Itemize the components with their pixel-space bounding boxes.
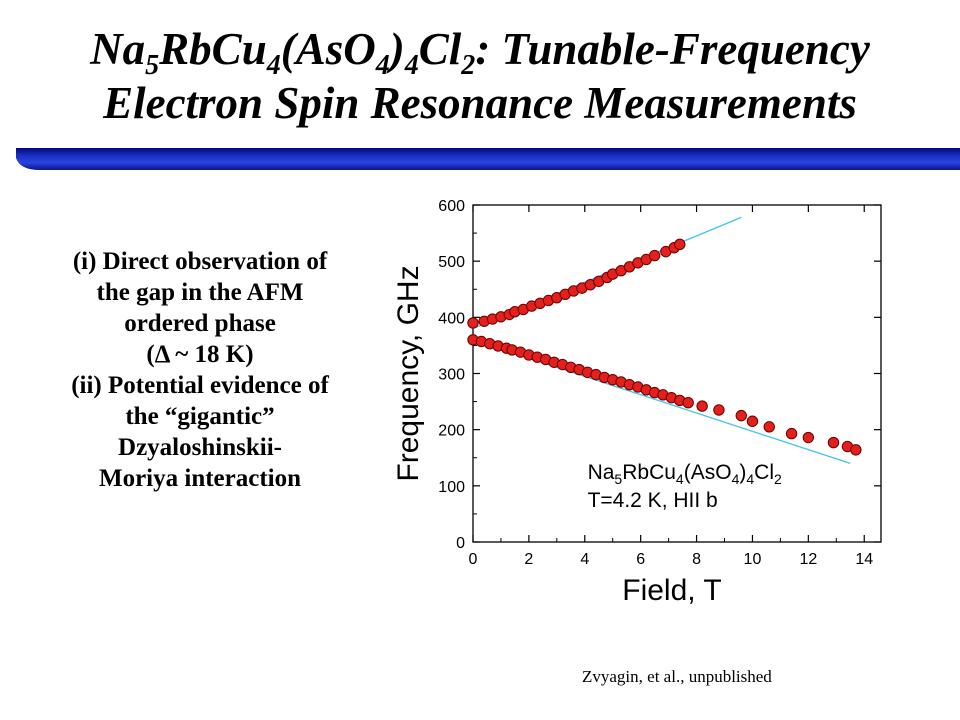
x-tick-label: 8 [692,551,701,568]
bullet-line: (ii) Potential evidence of [71,372,329,399]
slide-title-line1: Na5RbCu4(AsO4)4Cl2: Tunable-Frequency [90,24,870,80]
x-tick-label: 0 [469,551,478,568]
data-point [746,415,759,427]
chart-annotation-conditions: T=4.2 K, HII b [588,489,718,512]
data-point [467,317,479,329]
slide-title: Na5RbCu4(AsO4)4Cl2: Tunable-Frequency El… [0,22,960,130]
bullet-line: the “gigantic” [125,403,275,430]
citation-credit: Zvyagin, et al., unpublished [582,667,772,686]
data-point [763,421,775,433]
y-tick-label: 200 [438,423,465,440]
bullet-line: ordered phase [124,310,276,337]
y-tick-label: 600 [438,198,465,215]
chart-annotation-formula: Na5RbCu4(AsO4)4Cl2 [588,461,782,487]
x-axis-label: Field, T [622,574,721,607]
data-point [735,409,747,422]
data-point [785,427,798,440]
title-text: Na [90,24,146,74]
title-text: (AsO [280,24,376,74]
y-tick-label: 300 [438,367,465,384]
data-point [682,397,694,409]
title-underline-band [16,148,960,170]
bullet-line: Moriya interaction [98,465,302,492]
y-axis-label: Frequency, GHz [392,265,425,481]
title-text: Cl [418,24,462,74]
data-point [674,238,686,251]
data-point [827,436,840,449]
bullet-line: (i) Direct observation of [72,248,328,275]
y-tick-label: 100 [438,479,465,496]
title-text: RbCu [159,24,267,74]
y-tick-label: 400 [438,310,465,327]
y-tick-label: 0 [456,535,465,552]
x-tick-label: 10 [744,551,762,568]
title-subscript: 2 [461,50,476,81]
title-text: : Tunable-Frequency [475,24,870,74]
bullet-line: Dzyaloshinskii- [118,434,282,461]
data-point [713,404,725,416]
title-subscript: 4 [404,50,419,81]
esr-chart: 0 2 4 6 8 10 12 14 0 100 200 300 400 500 600 Field, T Fr… [392,198,882,607]
data-point [802,431,815,444]
x-tick-label: 6 [636,551,645,568]
title-text: ) [389,24,405,74]
title-subscript: 5 [145,50,160,81]
data-point [850,444,862,456]
x-tick-label: 2 [524,551,533,568]
x-tick-label: 14 [855,551,873,568]
slide-title-line2: Electron Spin Resonance Measurements [103,78,857,128]
bullet-line: the gap in the AFM [96,279,304,306]
y-tick-label: 500 [438,254,465,271]
x-tick-label: 4 [580,551,589,568]
x-tick-label: 12 [799,551,817,568]
data-point [648,249,661,262]
title-subscript: 4 [266,50,281,81]
bullet-line: (Δ ~ 18 K) [146,341,254,368]
data-point [696,400,708,412]
bullet-list: (i) Direct observation of the gap in the… [10,246,390,494]
title-subscript: 4 [375,50,390,81]
